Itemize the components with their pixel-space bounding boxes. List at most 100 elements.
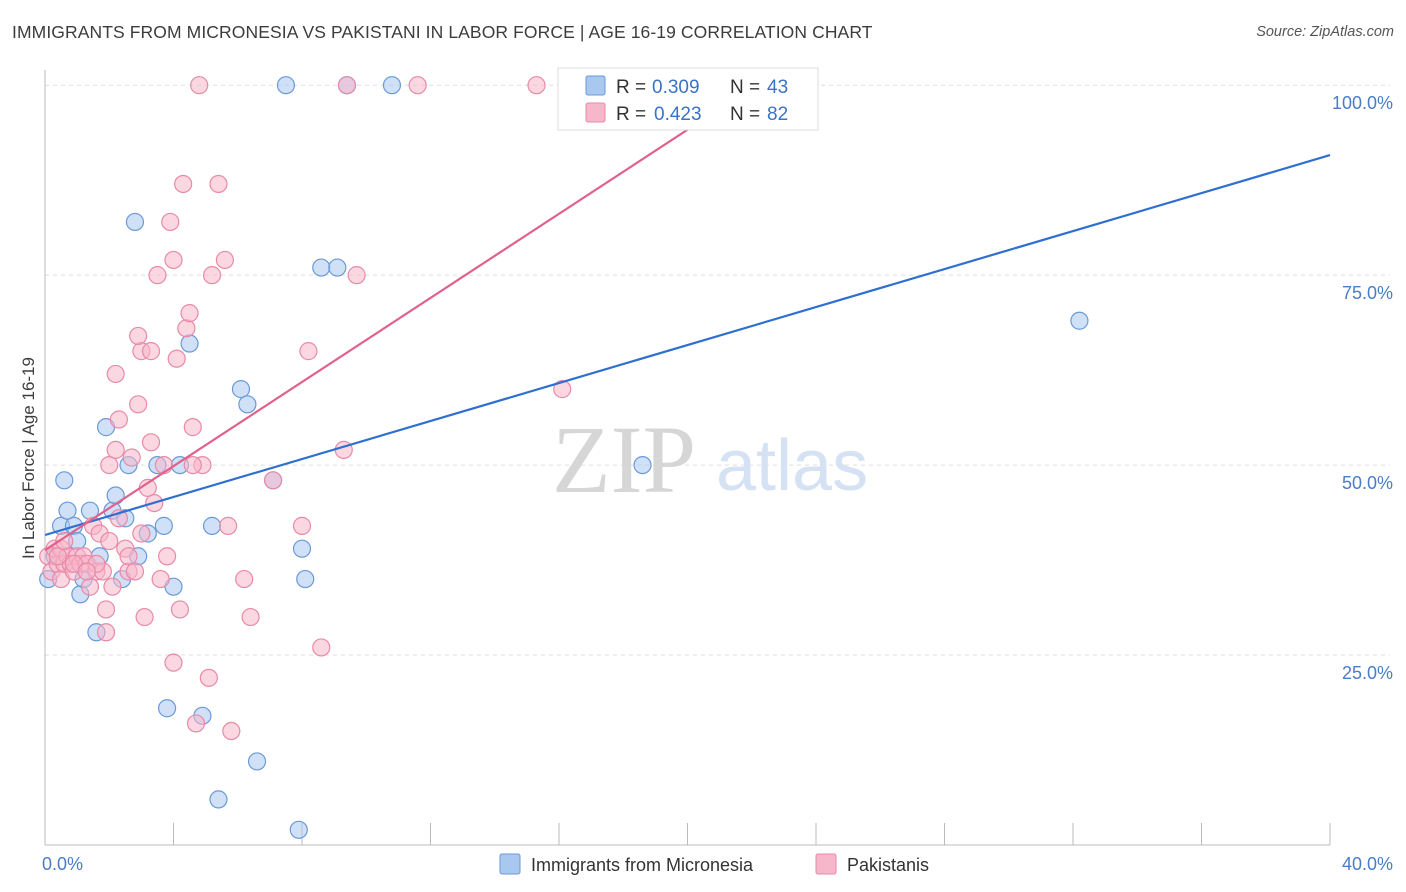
pakistani-point bbox=[135, 607, 154, 627]
micronesia-point bbox=[180, 334, 199, 353]
trend-line-pakistani bbox=[44, 116, 708, 552]
micronesia-point bbox=[55, 471, 74, 490]
pakistani-point bbox=[190, 76, 209, 95]
legend-n-label-pakistani: N = bbox=[730, 104, 760, 125]
pakistani-point bbox=[122, 448, 141, 467]
pakistani-point bbox=[337, 76, 357, 95]
source-label: Source: ZipAtlas.com bbox=[1256, 24, 1394, 40]
pakistani-point bbox=[408, 76, 427, 95]
pakistani-point bbox=[157, 547, 177, 566]
series-legend-swatch-pakistani bbox=[815, 853, 837, 875]
pakistani-point bbox=[103, 577, 122, 596]
series-legend-label-micronesia: Immigrants from Micronesia bbox=[531, 855, 754, 875]
pakistani-point bbox=[167, 349, 186, 368]
pakistani-point bbox=[141, 342, 161, 361]
pakistani-point bbox=[202, 266, 222, 285]
pakistani-point bbox=[96, 623, 116, 642]
pakistani-point bbox=[161, 212, 180, 232]
pakistani-point bbox=[106, 440, 125, 460]
pakistani-point bbox=[180, 304, 199, 323]
legend-n-label-micronesia: N = bbox=[730, 77, 760, 98]
trend-line-micronesia bbox=[44, 154, 1331, 537]
correlation-legend: R = 0.309 N = 43 R = 0.423 N = 82 bbox=[557, 67, 819, 131]
x-tick-labels: 0.0% 40.0% bbox=[42, 854, 1393, 874]
micronesia-point bbox=[328, 258, 347, 277]
pakistani-point bbox=[347, 266, 366, 285]
x-tick-label: 0.0% bbox=[42, 854, 83, 874]
pakistani-point bbox=[106, 364, 125, 384]
pakistani-point bbox=[183, 418, 202, 437]
x-tick-label: 40.0% bbox=[1342, 854, 1393, 874]
pakistani-point bbox=[209, 174, 228, 194]
micronesia-point bbox=[231, 380, 251, 399]
micronesia-point bbox=[312, 258, 331, 277]
watermark-zip: ZIP bbox=[552, 406, 696, 513]
micronesia-point bbox=[238, 395, 257, 414]
axes bbox=[44, 70, 1331, 846]
micronesia-point bbox=[58, 501, 77, 520]
micronesia-point bbox=[125, 212, 145, 232]
pakistani-point bbox=[109, 410, 128, 429]
pakistani-point bbox=[48, 547, 67, 566]
pakistani-point bbox=[553, 380, 572, 399]
y-axis-label: In Labor Force | Age 16-19 bbox=[19, 357, 38, 559]
pakistani-point bbox=[100, 455, 119, 475]
pakistani-point bbox=[219, 516, 238, 535]
pakistani-point bbox=[148, 266, 167, 285]
micronesia-point bbox=[1070, 311, 1089, 330]
y-tick-labels: 25.0% 50.0% 75.0% 100.0% bbox=[1332, 93, 1393, 683]
micronesia-point bbox=[106, 486, 125, 505]
micronesia-point bbox=[202, 516, 222, 535]
micronesia-point bbox=[292, 539, 312, 558]
y-tick-label: 25.0% bbox=[1342, 663, 1393, 683]
pakistani-point bbox=[183, 455, 202, 475]
legend-n-value-micronesia: 43 bbox=[767, 77, 788, 98]
gridlines bbox=[45, 84, 1390, 656]
watermark-atlas: atlas bbox=[716, 426, 868, 506]
pakistani-point bbox=[151, 569, 170, 589]
pakistani-point bbox=[164, 250, 183, 270]
pakistani-point bbox=[80, 577, 100, 596]
pakistani-point bbox=[164, 653, 183, 672]
pakistani-point bbox=[132, 524, 151, 543]
legend-swatch-micronesia bbox=[585, 75, 606, 96]
series-legend-swatch-micronesia bbox=[499, 853, 521, 875]
pakistani-point bbox=[55, 531, 74, 551]
pakistani-point bbox=[177, 319, 196, 338]
pakistani-point bbox=[129, 395, 148, 414]
pakistani-point bbox=[77, 562, 96, 581]
legend-n-value-pakistani: 82 bbox=[767, 104, 788, 125]
pakistani-point bbox=[241, 607, 260, 627]
legend-r-label-pakistani: R = bbox=[616, 104, 646, 125]
pakistani-point bbox=[292, 516, 312, 535]
micronesia-point bbox=[157, 699, 177, 718]
pakistani-point bbox=[527, 76, 546, 95]
pakistani-point bbox=[299, 342, 318, 361]
pakistani-point bbox=[119, 547, 138, 566]
micronesia-point bbox=[382, 76, 402, 95]
pakistani-point bbox=[174, 174, 193, 194]
micronesia-point bbox=[296, 569, 315, 589]
y-tick-label: 100.0% bbox=[1332, 93, 1393, 113]
pakistani-point bbox=[199, 668, 218, 687]
pakistani-point bbox=[96, 600, 116, 619]
pakistani-point bbox=[222, 721, 241, 741]
pakistani-point bbox=[170, 600, 190, 619]
chart-title: IMMIGRANTS FROM MICRONESIA VS PAKISTANI … bbox=[12, 22, 873, 42]
series-legend-label-pakistani: Pakistanis bbox=[847, 855, 929, 875]
pakistani-point bbox=[125, 562, 145, 581]
pakistani-point bbox=[235, 569, 254, 589]
pakistani-point bbox=[141, 433, 161, 452]
micronesia-point bbox=[154, 516, 173, 535]
micronesia-point bbox=[276, 76, 296, 95]
pakistani-point bbox=[100, 531, 119, 551]
pakistani-point bbox=[263, 471, 283, 490]
watermark: ZIP atlas bbox=[552, 406, 868, 513]
pakistani-point bbox=[154, 455, 173, 475]
pakistani-point bbox=[129, 326, 148, 346]
micronesia-point bbox=[289, 820, 308, 839]
series-legend: Immigrants from Micronesia Pakistanis bbox=[499, 853, 929, 875]
series-pakistani-points bbox=[39, 76, 572, 741]
micronesia-point bbox=[633, 455, 652, 475]
